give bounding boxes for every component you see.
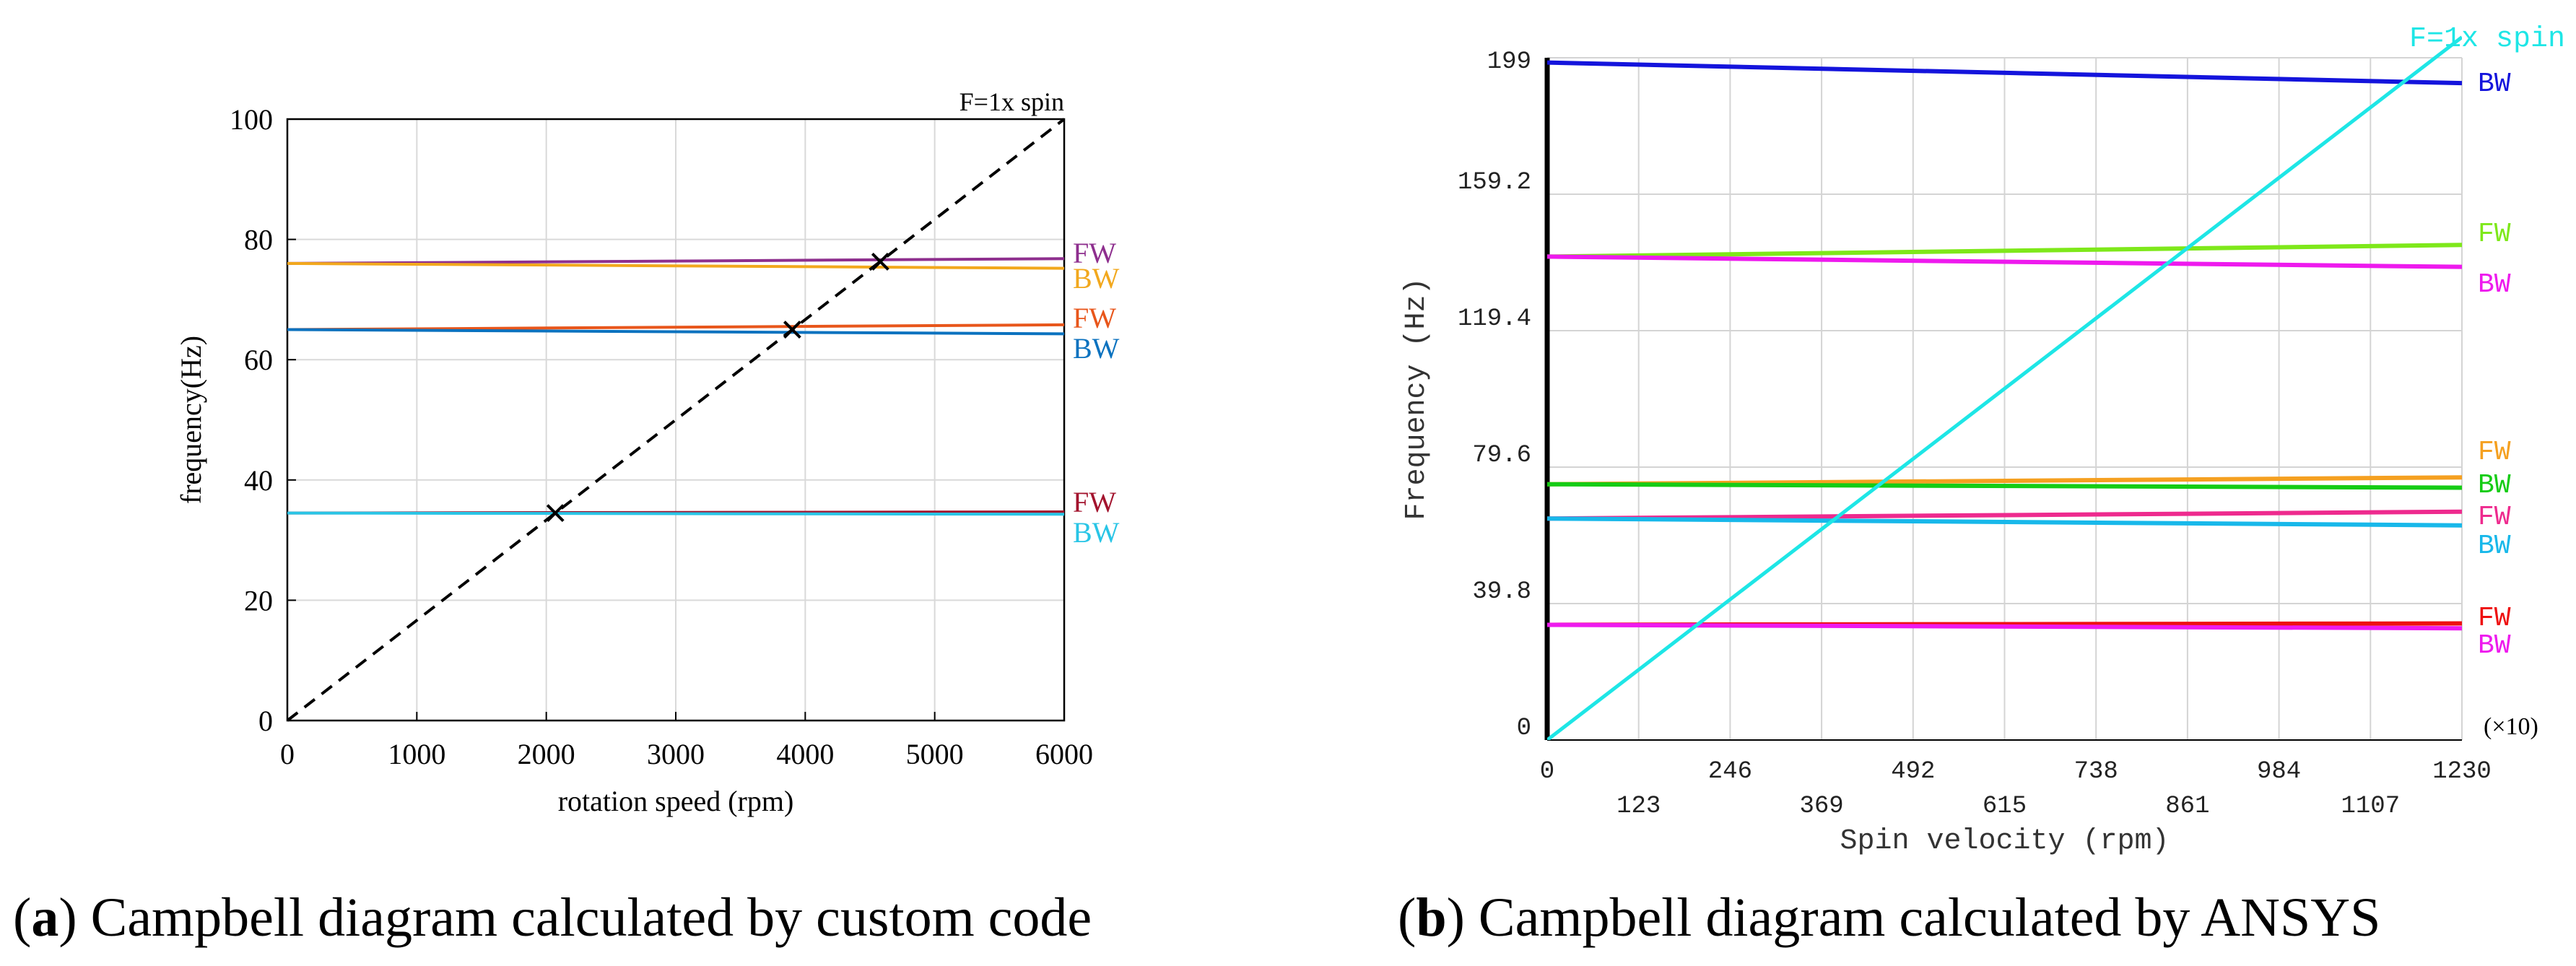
series-line (1547, 60, 2462, 86)
caption-a-text: Campbell diagram calculated by custom co… (77, 887, 1092, 948)
y-tick-label: 79.6 (1472, 442, 1531, 469)
x-tick-label: 1107 (2341, 793, 2400, 820)
series-label: BW (1073, 516, 1120, 549)
x-tick-label: 246 (1708, 758, 1752, 786)
x-tick-label: 738 (2074, 758, 2118, 786)
x-tick-label: 861 (2165, 793, 2209, 820)
series-label: BW (1073, 262, 1120, 295)
x-tick-label: 0 (1540, 758, 1554, 786)
series-label: BW (2478, 69, 2511, 100)
y-axis-label: Frequency (Hz) (1401, 277, 1433, 520)
series-label: BW (2478, 269, 2511, 300)
series-line (287, 323, 1065, 331)
y-tick-label: 40 (244, 464, 273, 497)
y-tick-label: 0 (258, 705, 273, 737)
series-label: BW (2478, 531, 2511, 562)
series-label: BW (1073, 332, 1120, 365)
series-label: FW (2478, 437, 2511, 468)
x-tick-label: 4000 (776, 738, 834, 770)
x-tick-label: 0 (280, 738, 295, 770)
x-axis-label: Spin velocity (rpm) (1840, 825, 2169, 858)
x-tick-label: 1000 (388, 738, 445, 770)
series-line (1547, 254, 2462, 269)
series-label: BW (2478, 470, 2511, 501)
series-label: FW (1073, 237, 1116, 269)
series-label: FW (1073, 486, 1116, 518)
x-tick-label: 123 (1616, 793, 1661, 820)
series-line (1547, 243, 2462, 259)
y-tick-label: 80 (244, 224, 273, 256)
series-label: FW (1073, 302, 1116, 334)
series-line-spin (1547, 35, 2462, 740)
x-tick-label: 369 (1799, 793, 1843, 820)
series-label: FW (2478, 502, 2511, 533)
y-tick-label: 39.8 (1472, 578, 1531, 606)
x-tick-label: 984 (2257, 758, 2301, 786)
x-multiplier-label: (×10) (2484, 713, 2538, 740)
series-line (1547, 509, 2462, 521)
series-line (1547, 622, 2462, 631)
y-tick-label: 100 (230, 103, 273, 136)
y-tick-label: 0 (1517, 715, 1531, 742)
series-line (1547, 516, 2462, 528)
series-line (287, 257, 1065, 265)
series-line (287, 511, 1065, 516)
y-tick-label: 159.2 (1458, 169, 1531, 196)
series-label: FW (2478, 219, 2511, 250)
chart-a-custom-code: 0 1000 2000 3000 4000 5000 6000 0 20 40 60 80 100 rot… (175, 87, 1120, 817)
series-line (287, 328, 1065, 336)
y-tick-label: 20 (244, 584, 273, 617)
spin-line-label: F=1x spin (960, 87, 1064, 116)
series-label: FW (2478, 603, 2511, 634)
x-tick-label: 5000 (906, 738, 964, 770)
x-tick-label: 492 (1891, 758, 1935, 786)
x-tick-label: 6000 (1035, 738, 1093, 770)
series-line-spin (286, 118, 1066, 722)
x-tick-label: 1230 (2432, 758, 2492, 786)
spin-line-label: F=1x spin (2409, 23, 2565, 56)
series-line (1547, 482, 2462, 490)
chart-b-ansys: 0 39.8 79.6 119.4 159.2 199 0 246 492 738 984 1230 1… (1401, 23, 2565, 858)
caption-b-label: b (1416, 887, 1446, 948)
crossing-marker (546, 504, 565, 523)
crossing-marker (783, 321, 801, 339)
x-tick-label: 3000 (647, 738, 705, 770)
x-axis-label: rotation speed (rpm) (558, 785, 794, 817)
y-axis-label: frequency(Hz) (175, 336, 207, 504)
crossing-marker (871, 253, 889, 271)
y-tick-label: 199 (1487, 48, 1531, 76)
x-tick-label: 2000 (518, 738, 575, 770)
caption-b-text: Campbell diagram calculated by ANSYS (1465, 887, 2381, 948)
caption-a-label: a (31, 887, 58, 948)
y-tick-label: 119.4 (1458, 305, 1531, 333)
caption-a: (a) Campbell diagram calculated by custo… (13, 887, 1092, 948)
caption-b: (b) Campbell diagram calculated by ANSYS (1398, 887, 2380, 948)
series-line (287, 261, 1065, 270)
x-tick-label: 615 (1983, 793, 2027, 820)
y-tick-label: 60 (244, 344, 273, 376)
series-label: BW (2478, 630, 2511, 661)
